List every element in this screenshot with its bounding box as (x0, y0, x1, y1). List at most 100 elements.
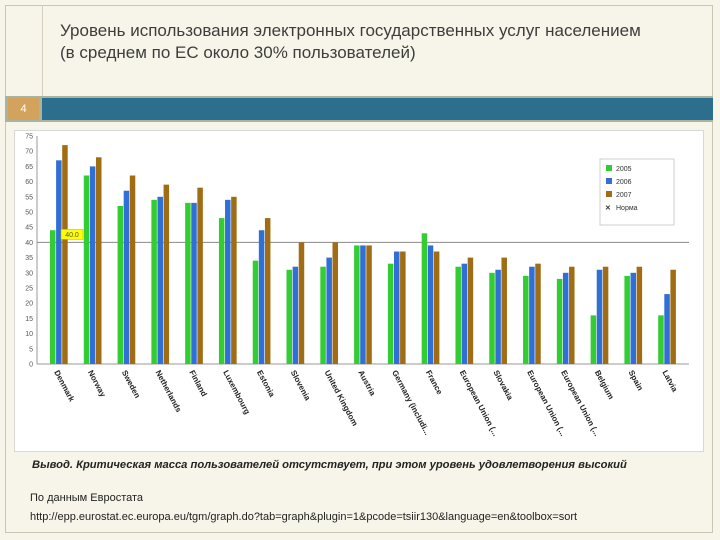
legend-label: 2007 (616, 192, 632, 199)
bar-2005-8 (286, 269, 293, 364)
bar-2005-1 (50, 230, 56, 364)
bar-2007-8 (298, 242, 305, 364)
source-url[interactable]: http://epp.eurostat.ec.europa.eu/tgm/gra… (30, 511, 578, 523)
y-tick-label: 5 (29, 346, 33, 353)
category-label: Denmark (52, 369, 76, 404)
bar-2005-14 (489, 272, 495, 364)
bar-2006-18 (630, 272, 637, 364)
category-label: European Union (... (525, 369, 567, 438)
y-tick-label: 50 (25, 210, 33, 217)
y-tick-label: 45 (25, 225, 33, 232)
bar-2007-13 (467, 257, 474, 364)
category-label: Estonia (255, 369, 277, 399)
category-label: European Union (... (458, 369, 500, 438)
category-label: Slovakia (491, 369, 514, 402)
bar-2007-7 (264, 218, 271, 364)
bar-2007-16 (569, 266, 575, 364)
header-band-dark (42, 98, 713, 120)
bar-2005-5 (185, 202, 191, 364)
legend-x-icon: ✕ (605, 205, 611, 212)
y-tick-label: 70 (25, 149, 33, 156)
slide-frame (5, 5, 713, 533)
y-tick-label: 65 (25, 164, 33, 171)
y-tick-label: 0 (29, 362, 33, 369)
slide-number: 4 (8, 98, 39, 120)
chart-panel: 0 5 10 15 20 25 30 35 40 45 50 55 60 65 70 75 40.0 Denmar… (14, 130, 704, 452)
bar-2005-19 (658, 315, 664, 364)
left-rule (42, 5, 43, 117)
bar-2005-18 (624, 275, 630, 364)
bar-2007-6 (231, 196, 237, 364)
bar-2005-6 (218, 218, 225, 364)
bar-2007-2 (95, 157, 102, 364)
legend-label: Норма (616, 205, 638, 212)
bar-2005-16 (556, 278, 563, 364)
bar-2006-3 (123, 190, 130, 364)
y-tick-label: 75 (25, 134, 33, 141)
bar-2005-13 (455, 266, 461, 364)
bar-2005-2 (83, 175, 90, 364)
bar-2007-17 (602, 266, 609, 364)
bar-2005-17 (590, 315, 597, 364)
bar-2007-18 (636, 266, 643, 364)
bar-2006-14 (495, 269, 501, 364)
category-label: Austria (356, 369, 377, 398)
bar-2005-7 (252, 260, 259, 364)
conclusion-text: Вывод. Критическая масса пользователей о… (32, 459, 627, 471)
bar-2006-15 (529, 266, 535, 364)
category-label: Spain (627, 369, 645, 393)
category-label: Finland (187, 369, 208, 398)
bar-2007-9 (332, 242, 339, 364)
y-tick-label: 60 (25, 179, 33, 186)
legend-box (599, 158, 675, 226)
bar-2007-14 (501, 257, 507, 364)
category-label: Slovenia (289, 369, 313, 403)
y-tick-label: 15 (25, 316, 33, 323)
bar-2006-13 (461, 263, 468, 364)
legend-swatch-2007 (606, 191, 612, 197)
category-label: France (424, 369, 445, 397)
bar-2006-7 (258, 230, 265, 364)
bar-2006-5 (191, 202, 197, 364)
category-label: Norway (86, 369, 108, 399)
bar-2007-4 (163, 184, 170, 364)
source-label: По данным Евростата (30, 492, 144, 504)
bar-2006-11 (393, 251, 400, 364)
legend-swatch-2006 (606, 178, 612, 184)
legend-label: 2006 (616, 179, 632, 186)
source-block: По данным Евростата http://epp.eurostat.… (30, 489, 577, 527)
bar-2005-12 (421, 233, 428, 364)
bar-chart: 0 5 10 15 20 25 30 35 40 45 50 55 60 65 70 75 40.0 Denmar… (25, 134, 689, 438)
bar-2005-10 (354, 245, 360, 364)
bar-2006-16 (562, 272, 569, 364)
bar-2006-6 (225, 199, 231, 364)
bar-2006-2 (89, 166, 96, 364)
bar-2007-10 (366, 245, 372, 364)
category-label: Germany (includi... (390, 369, 432, 437)
bar-2005-11 (387, 263, 394, 364)
bar-2006-12 (427, 245, 434, 364)
y-tick-label: 35 (25, 255, 33, 262)
bar-2005-3 (117, 205, 124, 364)
category-label: Belgium (593, 369, 616, 401)
y-tick-label: 40 (25, 240, 33, 247)
y-tick-label: 20 (25, 301, 33, 308)
bar-2006-19 (664, 294, 670, 364)
y-tick-label: 30 (25, 270, 33, 277)
bar-2006-1 (56, 160, 62, 364)
category-label: Latvia (660, 369, 679, 394)
bar-2005-4 (151, 199, 157, 364)
bar-2007-12 (433, 251, 440, 364)
y-tick-label: 25 (25, 286, 33, 293)
reference-label: 40.0 (65, 232, 79, 239)
title-line-1: Уровень использования электронных госуда… (60, 21, 641, 40)
reference-label-box (60, 229, 84, 240)
bar-2006-10 (360, 245, 366, 364)
bar-2007-19 (670, 269, 676, 364)
bar-2007-1 (62, 145, 68, 364)
category-label: United Kingdom (323, 369, 360, 428)
bar-2006-9 (326, 257, 332, 364)
slide-title: Уровень использования электронных госуда… (60, 20, 700, 64)
bar-2006-4 (157, 196, 163, 364)
